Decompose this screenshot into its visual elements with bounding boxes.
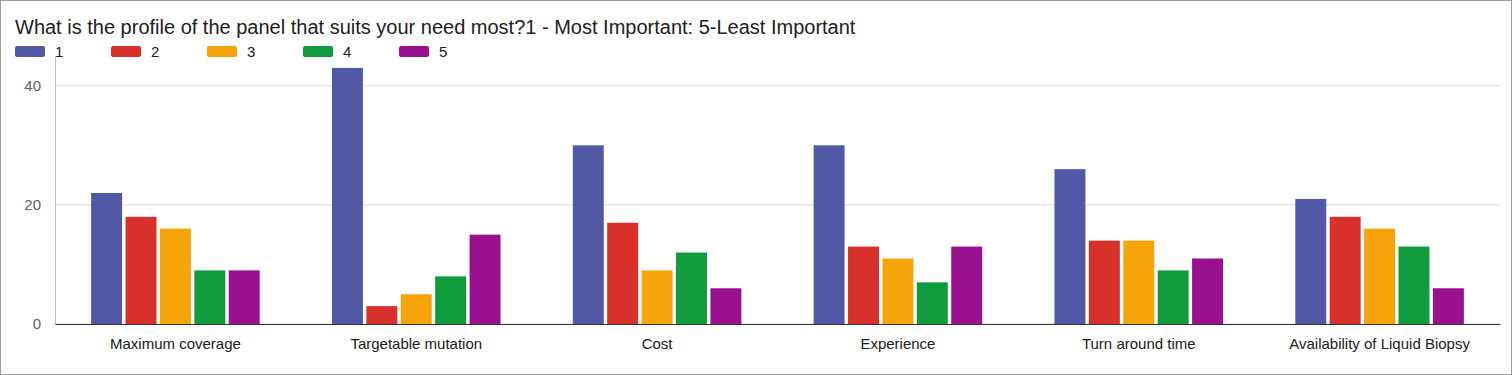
bar bbox=[332, 68, 363, 324]
y-tick-label: 0 bbox=[33, 315, 41, 332]
legend-item: 3 bbox=[207, 43, 255, 60]
bar bbox=[573, 145, 604, 324]
legend-label: 5 bbox=[439, 43, 447, 60]
legend-item: 2 bbox=[111, 43, 159, 60]
x-tick-label: Experience bbox=[860, 335, 935, 352]
legend-swatch bbox=[111, 46, 141, 57]
bar bbox=[1399, 247, 1430, 324]
plot-area: 0 20 40 Maximum coverage Targetable mutation… bbox=[24, 57, 1500, 352]
chart: What is the profile of the panel that su… bbox=[0, 0, 1512, 375]
bar bbox=[710, 288, 741, 324]
bar bbox=[91, 193, 122, 324]
bar bbox=[160, 229, 191, 324]
bar bbox=[848, 247, 879, 324]
x-tick-label: Maximum coverage bbox=[110, 335, 241, 352]
series bbox=[160, 229, 1395, 324]
x-axis-line bbox=[56, 324, 1501, 325]
x-tick-label: Availability of Liquid Biopsy bbox=[1289, 335, 1470, 352]
x-tick: Cost bbox=[642, 324, 674, 352]
bar bbox=[1192, 258, 1223, 324]
series bbox=[91, 68, 1326, 324]
bar bbox=[1089, 241, 1120, 324]
bar bbox=[126, 217, 157, 324]
y-axis: 0 20 40 bbox=[24, 57, 55, 333]
legend-item: 4 bbox=[303, 43, 351, 60]
bar bbox=[1364, 229, 1395, 324]
y-axis-line bbox=[55, 57, 56, 325]
bar bbox=[229, 270, 260, 324]
bar bbox=[366, 306, 397, 324]
bar bbox=[814, 145, 845, 324]
bar bbox=[194, 270, 225, 324]
bar bbox=[1158, 270, 1189, 324]
grid bbox=[55, 86, 1500, 324]
bar bbox=[642, 270, 673, 324]
legend-item: 1 bbox=[15, 43, 63, 60]
bar bbox=[951, 247, 982, 324]
bar bbox=[1054, 169, 1085, 324]
bar bbox=[882, 258, 913, 324]
series bbox=[126, 217, 1361, 324]
legend-swatch bbox=[15, 46, 45, 57]
bar bbox=[1330, 217, 1361, 324]
grid-line bbox=[55, 85, 1500, 86]
bar bbox=[1123, 241, 1154, 324]
grid-line bbox=[55, 324, 1500, 325]
legend-swatch bbox=[399, 46, 429, 57]
legend: 1 2 3 4 5 bbox=[15, 43, 447, 60]
y-tick: 20 bbox=[24, 196, 55, 213]
bar bbox=[470, 235, 501, 324]
x-tick: Experience bbox=[860, 324, 935, 352]
bars bbox=[91, 68, 1464, 324]
x-tick: Targetable mutation bbox=[350, 324, 482, 352]
x-tick: Turn around time bbox=[1082, 324, 1196, 352]
y-tick: 0 bbox=[33, 315, 55, 332]
bar bbox=[401, 294, 432, 324]
legend-label: 3 bbox=[247, 43, 255, 60]
y-tick-label: 40 bbox=[24, 77, 41, 94]
title: What is the profile of the panel that su… bbox=[15, 16, 856, 38]
legend-swatch bbox=[303, 46, 333, 57]
bar bbox=[676, 253, 707, 324]
bar bbox=[1433, 288, 1464, 324]
x-tick: Maximum coverage bbox=[110, 324, 241, 352]
frame bbox=[1, 1, 1512, 375]
legend-swatch bbox=[207, 46, 237, 57]
x-tick-label: Cost bbox=[642, 335, 674, 352]
bar bbox=[435, 276, 466, 324]
x-axis: Maximum coverage Targetable mutation Cost E… bbox=[56, 324, 1501, 352]
legend-item: 5 bbox=[399, 43, 447, 60]
x-tick-label: Turn around time bbox=[1082, 335, 1196, 352]
bar bbox=[917, 282, 948, 324]
bar bbox=[607, 223, 638, 324]
y-tick: 40 bbox=[24, 77, 55, 94]
grid-line bbox=[55, 204, 1500, 205]
y-tick-label: 20 bbox=[24, 196, 41, 213]
legend-label: 2 bbox=[151, 43, 159, 60]
legend-label: 1 bbox=[55, 43, 63, 60]
x-tick-label: Targetable mutation bbox=[350, 335, 482, 352]
bar bbox=[1295, 199, 1326, 324]
series bbox=[229, 235, 1464, 324]
x-tick: Availability of Liquid Biopsy bbox=[1289, 324, 1470, 352]
series bbox=[194, 247, 1429, 324]
legend-label: 4 bbox=[343, 43, 351, 60]
